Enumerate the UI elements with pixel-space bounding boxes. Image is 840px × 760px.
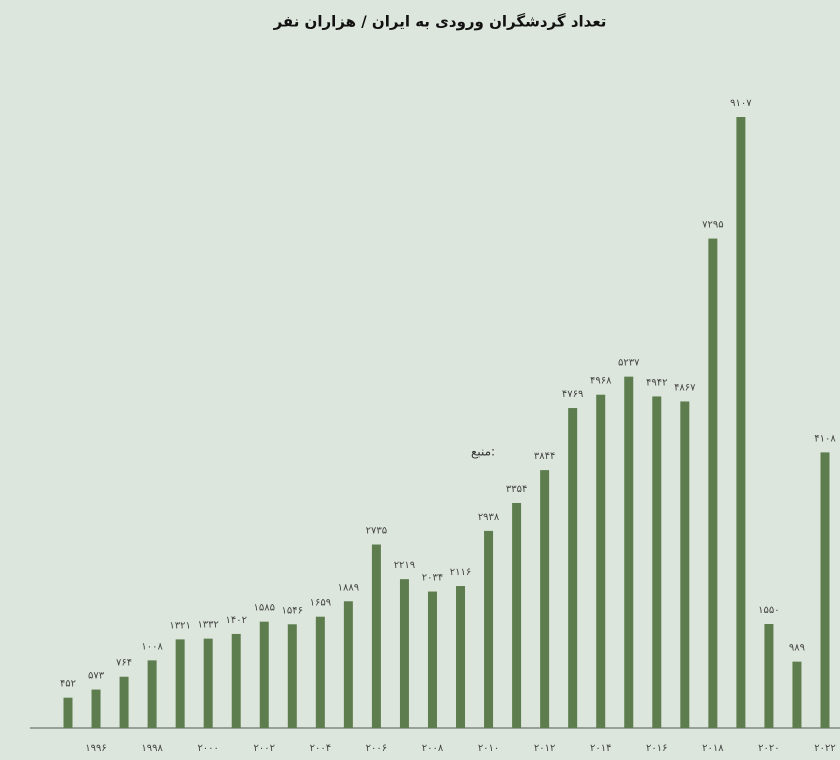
bar: [175, 639, 185, 728]
bar: [820, 452, 830, 728]
bar: [119, 676, 129, 728]
value-label: ۵۷۳: [88, 671, 105, 682]
bar: [147, 660, 157, 728]
bar: [315, 616, 325, 728]
bar: [568, 408, 578, 728]
value-label: ۱۳۳۲: [197, 620, 218, 631]
value-label: ۳۳۵۴: [506, 484, 527, 495]
x-tick-label: ۲۰۲۰: [758, 743, 779, 754]
bar: [596, 394, 606, 728]
annotation: منبع:: [471, 445, 495, 459]
x-tick-label: ۲۰۰۸: [422, 743, 444, 754]
bar: [624, 376, 634, 728]
value-label: ۲۲۱۹: [394, 560, 415, 571]
bar: [287, 624, 297, 728]
value-label: ۹۸۹: [789, 643, 805, 654]
x-tick-label: ۲۰۱۸: [702, 743, 724, 754]
x-tick-label: ۲۰۰۲: [254, 743, 275, 754]
bar: [259, 621, 269, 728]
x-tick-label: ۲۰۱۴: [590, 743, 611, 754]
x-tick-label: ۱۹۹۶: [85, 743, 106, 754]
bar: [63, 697, 73, 728]
bar: [792, 661, 802, 728]
value-label: ۲۷۳۵: [366, 526, 387, 537]
value-label: ۴۱۰۸: [814, 433, 836, 444]
value-label: ۴۸۶۷: [674, 382, 696, 393]
value-label: ۷۲۹۵: [702, 220, 723, 231]
bar: [708, 238, 718, 728]
value-label: ۷۶۴: [116, 658, 132, 669]
bar: [343, 601, 353, 728]
bar: [203, 638, 213, 728]
value-label: ۱۸۸۹: [338, 582, 359, 593]
value-label: ۵۲۳۷: [618, 358, 640, 369]
value-label: ۱۵۵۰: [758, 605, 779, 616]
value-label: ۱۰۰۸: [141, 641, 163, 652]
x-tick-label: ۲۰۰۴: [310, 743, 331, 754]
value-label: ۴۵۲: [60, 679, 76, 690]
value-label: ۱۵۴۶: [282, 605, 303, 616]
value-label: ۳۸۴۴: [534, 451, 555, 462]
value-label: ۱۳۲۱: [169, 620, 190, 631]
value-label: ۹۱۰۷: [730, 98, 752, 109]
value-label: ۲۹۳۸: [478, 512, 500, 523]
value-label: ۲۱۱۶: [450, 567, 471, 578]
bar: [91, 689, 101, 728]
bar: [231, 633, 241, 728]
bar: [736, 117, 746, 728]
x-tick-label: ۲۰۱۰: [478, 743, 499, 754]
bar: [764, 624, 774, 728]
value-label: ۱۵۸۵: [254, 603, 275, 614]
bar: [427, 591, 437, 728]
bar: [399, 579, 409, 728]
x-tick-label: ۲۰۱۲: [534, 743, 555, 754]
bar: [371, 544, 381, 728]
x-tick-label: ۲۰۱۶: [646, 743, 667, 754]
value-label: ۴۹۴۲: [646, 377, 667, 388]
bar: [456, 586, 466, 728]
bar: [484, 530, 494, 728]
bar: [512, 502, 522, 728]
bar: [652, 396, 662, 728]
bar: [540, 470, 550, 728]
x-tick-label: ۲۰۲۲: [814, 743, 835, 754]
bar: [680, 401, 690, 728]
value-label: ۴۷۶۹: [562, 389, 583, 400]
value-label: ۱۴۰۲: [225, 615, 246, 626]
value-label: ۱۶۵۹: [310, 598, 331, 609]
value-label: ۲۰۳۴: [422, 573, 443, 584]
x-tick-label: ۲۰۰۰: [197, 743, 218, 754]
value-label: ۴۹۶۸: [590, 376, 612, 387]
x-tick-label: ۱۹۹۸: [141, 743, 163, 754]
x-tick-label: ۲۰۰۶: [366, 743, 387, 754]
chart-title: تعداد گردشگران ورودی به ایران / هزاران ن…: [273, 13, 607, 31]
